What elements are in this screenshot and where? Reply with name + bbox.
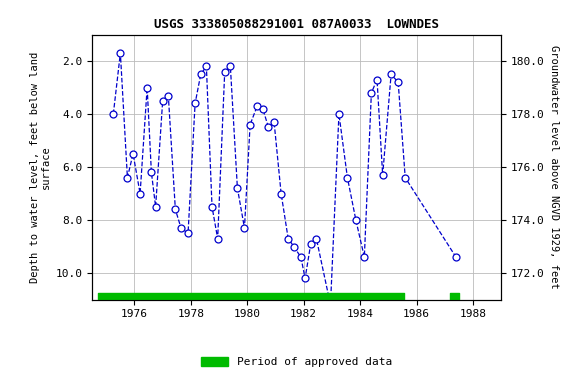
Title: USGS 333805088291001 087A0033  LOWNDES: USGS 333805088291001 087A0033 LOWNDES [154,18,439,31]
Legend: Period of approved data: Period of approved data [196,353,397,372]
Y-axis label: Groundwater level above NGVD 1929, feet: Groundwater level above NGVD 1929, feet [549,45,559,289]
Y-axis label: Depth to water level, feet below land
surface: Depth to water level, feet below land su… [30,51,51,283]
